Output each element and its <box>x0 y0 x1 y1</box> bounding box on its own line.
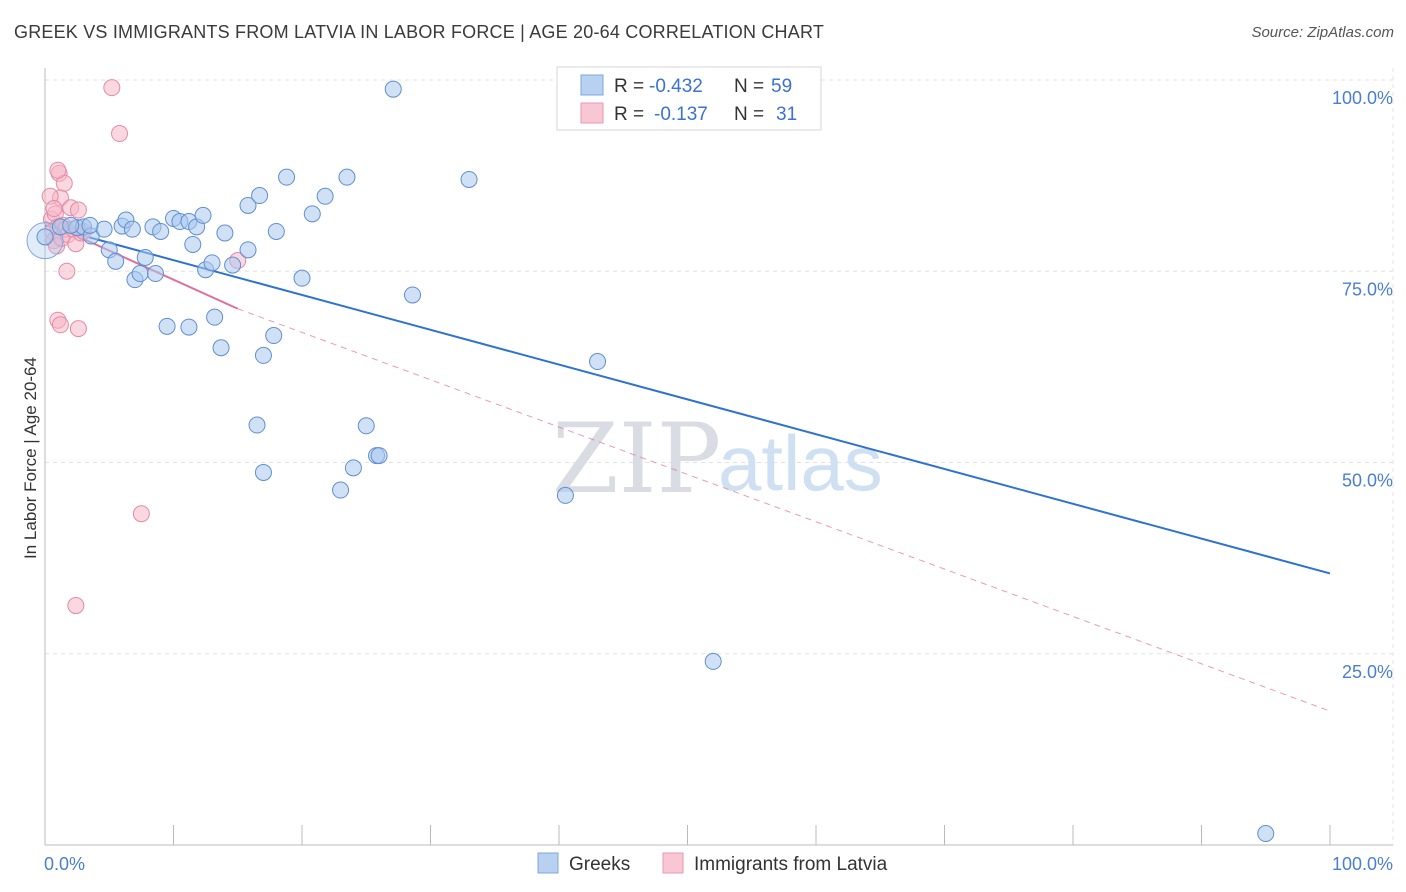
stats-legend: R = -0.432 N = 59 R = -0.137 N = 31 <box>556 66 822 131</box>
latvia-point <box>45 200 63 218</box>
latvia-point <box>49 161 67 179</box>
greeks-point <box>556 486 574 504</box>
greeks-point <box>158 317 176 335</box>
y-tick-label: 25.0% <box>1342 662 1393 682</box>
greeks-point <box>180 318 198 336</box>
x-tick-label: 0.0% <box>44 854 85 874</box>
greeks-point <box>332 481 350 499</box>
chart-title: GREEK VS IMMIGRANTS FROM LATVIA IN LABOR… <box>14 22 825 42</box>
greeks-point <box>131 265 149 283</box>
greeks-r-value: -0.432 <box>649 76 703 97</box>
watermark-zip: ZIP <box>552 403 721 515</box>
greeks-point <box>62 216 80 234</box>
tick-labels: 100.0% 75.0% 50.0% 25.0% 0.0% 100.0% <box>44 88 1393 874</box>
greeks-point <box>370 447 388 465</box>
series-legend: Greeks Immigrants from Latvia <box>537 852 888 875</box>
greeks-point <box>184 235 202 253</box>
greeks-point <box>206 308 224 326</box>
latvia-point <box>58 262 76 280</box>
greeks-point <box>212 339 230 357</box>
greeks-point <box>239 196 257 214</box>
greeks-point <box>81 216 99 234</box>
latvia-point <box>111 125 129 143</box>
greeks-point <box>1257 825 1275 843</box>
y-tick-label: 50.0% <box>1342 471 1393 491</box>
legend-greeks-label: Greeks <box>569 854 630 875</box>
greeks-point <box>194 206 212 224</box>
greeks-point <box>254 463 272 481</box>
latvia-n-label: N = <box>734 104 764 125</box>
greeks-point <box>316 187 334 205</box>
greeks-point <box>254 346 272 364</box>
x-tick-label: 100.0% <box>1332 854 1393 874</box>
greeks-point <box>147 265 165 283</box>
latvia-r-value: -0.137 <box>654 104 708 125</box>
greeks-point <box>404 286 422 304</box>
greeks-point <box>36 228 54 246</box>
greeks-swatch <box>580 74 604 96</box>
latvia-point <box>69 201 87 219</box>
greeks-point <box>216 224 234 242</box>
latvia-point <box>67 597 85 615</box>
greeks-point <box>338 168 356 186</box>
legend-latvia-swatch <box>662 852 684 874</box>
greeks-point <box>265 327 283 345</box>
latvia-point <box>132 505 150 523</box>
greeks-point <box>107 252 125 270</box>
greeks-point <box>136 248 154 266</box>
greeks-point <box>239 241 257 259</box>
greeks-n-label: N = <box>734 76 764 97</box>
greeks-point <box>251 187 269 205</box>
latvia-trend-extension <box>237 308 1331 712</box>
greeks-point <box>303 205 321 223</box>
greeks-point <box>704 652 722 670</box>
source-label: Source: ZipAtlas.com <box>1251 24 1394 41</box>
legend-greeks-swatch <box>537 852 559 874</box>
greeks-point <box>152 222 170 240</box>
y-axis-label: In Labor Force | Age 20-64 <box>21 357 40 559</box>
greeks-point <box>224 256 242 274</box>
greeks-point <box>95 220 113 238</box>
latvia-point <box>51 316 69 334</box>
latvia-point <box>103 79 121 97</box>
y-tick-label: 100.0% <box>1332 88 1393 108</box>
latvia-point <box>69 320 87 338</box>
greeks-point <box>344 459 362 477</box>
legend-latvia-label: Immigrants from Latvia <box>694 854 888 875</box>
latvia-n-value: 31 <box>776 104 797 125</box>
greeks-trend-line <box>44 224 1331 575</box>
greeks-r-label: R = <box>614 76 644 97</box>
y-tick-label: 75.0% <box>1342 279 1393 299</box>
greeks-point <box>267 222 285 240</box>
greeks-point <box>203 254 221 272</box>
greeks-point <box>248 416 266 434</box>
greeks-point <box>460 170 478 188</box>
latvia-r-label: R = <box>614 104 644 125</box>
greeks-point <box>293 269 311 287</box>
greeks-point <box>357 417 375 435</box>
greeks-n-value: 59 <box>771 76 792 97</box>
greeks-point <box>589 353 607 371</box>
greeks-point <box>123 220 141 238</box>
greeks-point <box>278 168 296 186</box>
greeks-point <box>384 80 402 98</box>
latvia-swatch <box>580 102 604 124</box>
watermark-atlas: atlas <box>718 419 883 507</box>
